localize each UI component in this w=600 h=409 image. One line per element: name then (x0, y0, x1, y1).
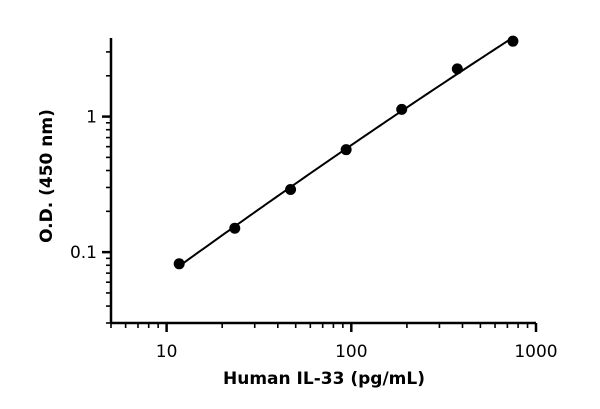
data-point (396, 103, 408, 115)
data-point (173, 258, 185, 270)
x-tick-label: 100 (335, 342, 367, 362)
data-points (173, 35, 519, 270)
data-point (451, 63, 463, 75)
y-tick-label: 0.1 (70, 243, 97, 263)
x-ticks: 10 100 1000 (110, 323, 558, 362)
y-axis-title: O.D. (450 nm) (37, 109, 57, 243)
data-point (507, 35, 519, 47)
axes (109, 38, 536, 325)
x-tick-label: 10 (156, 342, 178, 362)
y-ticks: 0.11 (70, 51, 111, 324)
data-point (285, 183, 297, 195)
data-point (229, 222, 241, 234)
y-tick-label: 1 (86, 108, 97, 128)
data-point (340, 144, 352, 156)
x-tick-label: 1000 (514, 342, 557, 362)
x-axis-title: Human IL-33 (pg/mL) (223, 369, 425, 389)
